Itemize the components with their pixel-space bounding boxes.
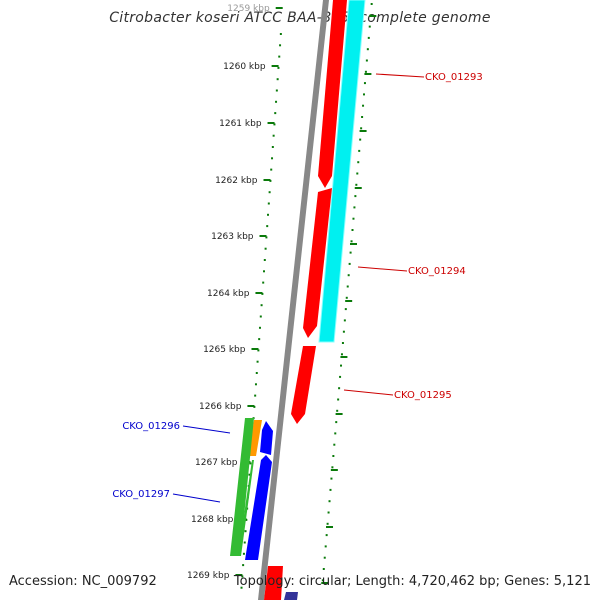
gene-label-leader <box>357 266 408 272</box>
genome-stats-text: Topology: circular; Length: 4,720,462 bp… <box>233 574 591 589</box>
accession-text: Accession: NC_009792 <box>9 574 157 589</box>
gene-cko-01297-green[interactable] <box>238 460 254 556</box>
gene-label-leader <box>375 73 425 78</box>
gene-label-leader <box>172 493 221 503</box>
gene-label-leader <box>343 389 394 396</box>
gene-cko-01295[interactable] <box>291 346 316 424</box>
gene-cko-01293-forward[interactable] <box>318 0 347 188</box>
gene-blue-upper[interactable] <box>260 421 273 455</box>
gene-bottom-navy[interactable] <box>284 592 298 600</box>
scale-labels-layer: 1259 kbp 1260 kbp 1261 kbp 1262 kbp 1263 kbp… <box>187 4 270 581</box>
scale-label: 1268 kbp <box>191 515 234 525</box>
scale-label: 1260 kbp <box>223 62 266 72</box>
gene-cko-01297[interactable] <box>245 455 272 560</box>
gene-cko-01296[interactable] <box>230 418 254 556</box>
backbone-layer <box>258 0 329 600</box>
gene-label[interactable]: CKO_01294 <box>408 266 466 277</box>
scale-label: 1269 kbp <box>187 571 230 581</box>
scale-label: 1262 kbp <box>215 176 258 186</box>
gene-label[interactable]: CKO_01295 <box>394 390 452 401</box>
scale-label: 1259 kbp <box>227 4 270 14</box>
gene-labels-layer: CKO_01293 CKO_01294 CKO_01295 CKO_01296 CKO_… <box>112 72 483 503</box>
map-title: Citrobacter koseri ATCC BAA-895, complet… <box>109 10 491 26</box>
gene-cko-01296-orange[interactable] <box>248 420 262 456</box>
gene-label[interactable]: CKO_01297 <box>112 489 170 500</box>
scale-label: 1267 kbp <box>195 458 238 468</box>
gene-cko-01293[interactable] <box>318 0 366 343</box>
gene-bottom-red[interactable] <box>264 566 283 600</box>
scale-label: 1265 kbp <box>203 345 246 355</box>
gene-label[interactable]: CKO_01296 <box>122 421 180 432</box>
scale-label: 1266 kbp <box>199 402 242 412</box>
gene-cko-01294[interactable] <box>303 188 332 338</box>
scale-label: 1264 kbp <box>207 289 250 299</box>
gene-label-leader <box>182 425 231 434</box>
scale-label: 1263 kbp <box>211 232 254 242</box>
backbone <box>258 0 329 600</box>
scale-label: 1261 kbp <box>219 119 262 129</box>
genes-layer <box>230 0 366 600</box>
gene-label[interactable]: CKO_01293 <box>425 72 483 83</box>
